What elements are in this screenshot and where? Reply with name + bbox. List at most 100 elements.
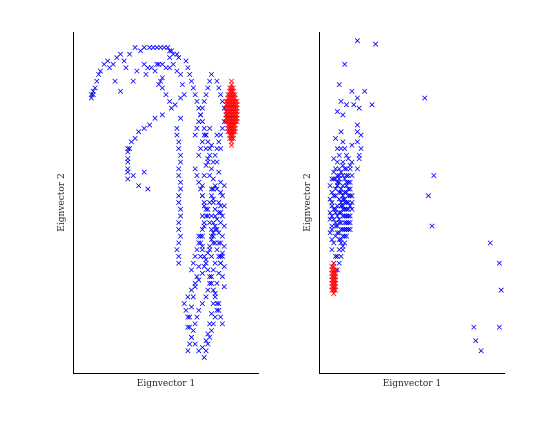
left-series-0-point <box>214 159 220 165</box>
left-series-0-point <box>170 61 176 67</box>
right-series-0-point <box>334 159 340 165</box>
left-series-0 <box>88 44 229 361</box>
left-series-0-point <box>192 341 198 347</box>
left-series-0-point <box>176 55 182 61</box>
left-series-0-point <box>194 98 200 104</box>
left-series-0-point <box>90 88 96 94</box>
left-series-0-point <box>154 44 160 51</box>
right-series-0-point <box>356 156 362 162</box>
left-series-0-point <box>219 274 226 280</box>
left-series-0-point <box>218 145 224 152</box>
left-series-0-point <box>199 193 205 199</box>
right-series-0-point <box>345 213 351 219</box>
left-series-0-point <box>210 159 216 165</box>
left-series-0-point <box>199 119 205 125</box>
left-series-0-point <box>203 145 209 152</box>
left-series-0-point <box>177 115 184 121</box>
left-series-0-point <box>174 132 180 138</box>
left-series-0-point <box>205 213 211 219</box>
left-series-0-point <box>205 159 211 165</box>
left-series-1-point <box>227 85 233 91</box>
right-series-0-point <box>329 176 335 182</box>
right-series-0-point <box>349 193 355 199</box>
right-series-0-point <box>356 105 362 111</box>
left-series-0-point <box>127 51 133 57</box>
left-series-0-point <box>156 61 162 67</box>
right-series-0-point <box>331 216 337 222</box>
right-series-0-point <box>369 102 375 108</box>
right-series-0-point <box>336 152 342 158</box>
left-series-0-point <box>190 294 196 300</box>
left-series-0-point <box>123 65 129 71</box>
right-series-0-point <box>338 169 344 175</box>
right-series-0-point <box>422 95 428 101</box>
left-series-0-point <box>185 314 191 320</box>
right-chart: Eignvector 1 Eignvector 2 <box>303 32 505 389</box>
right-series-0-point <box>342 220 348 226</box>
right-series-0-point <box>334 183 340 189</box>
right-series-0-point <box>343 152 350 158</box>
left-series-0-point <box>192 92 198 98</box>
left-series-0-point <box>196 240 202 246</box>
left-series-0-point <box>174 51 180 57</box>
left-series-0-point <box>97 68 104 74</box>
left-series-0-point <box>188 334 195 340</box>
right-series-0-point <box>334 108 340 115</box>
left-series-0-point <box>177 179 184 185</box>
right-series-0-point <box>345 206 351 212</box>
left-series-0-point <box>203 294 209 300</box>
left-series-0-point <box>150 44 156 51</box>
left-series-0-point <box>185 65 191 71</box>
left-series-0-point <box>196 277 202 283</box>
left-series-0-point <box>207 274 213 280</box>
right-series-0-point <box>429 223 435 229</box>
left-series-1-point <box>230 132 236 138</box>
left-series-0-point <box>125 169 131 175</box>
right-series-0-point <box>336 260 342 266</box>
left-series-0-point <box>216 301 222 307</box>
left-series-0-point <box>157 78 164 84</box>
left-series-0-point <box>174 125 180 131</box>
left-series-0-point <box>176 240 182 246</box>
left-series-0-point <box>112 78 118 84</box>
left-series-0-point <box>181 301 187 307</box>
left-series-0-point <box>208 213 215 219</box>
right-series-1-point <box>332 287 339 293</box>
left-series-0-point <box>194 274 200 280</box>
right-series-0-point <box>334 145 340 152</box>
left-series-0-point <box>187 314 193 320</box>
right-series-0-point <box>336 210 342 216</box>
left-series-0-point <box>201 98 207 104</box>
left-series-0-point <box>147 122 153 128</box>
left-series-0-point <box>192 253 198 260</box>
right-series-0-point <box>331 240 337 246</box>
left-series-0-point <box>199 105 205 111</box>
left-series-0-point <box>203 213 209 219</box>
left-series-0-point <box>208 274 215 280</box>
right-series-0-point <box>342 61 348 67</box>
left-series-0-point <box>221 183 227 189</box>
right-series-0-point <box>358 132 364 138</box>
left-series-0-point <box>216 139 222 145</box>
left-series-0-point <box>96 71 102 78</box>
right-series-0-point <box>354 166 360 172</box>
left-series-0-point <box>201 199 207 206</box>
right-series-0-point <box>431 172 437 179</box>
left-series-0-point <box>196 233 202 239</box>
left-series-0-point <box>196 105 202 111</box>
left-series-0-point <box>197 240 204 246</box>
right-series-0-point <box>347 203 353 209</box>
left-series-0-point <box>136 183 142 189</box>
right-series-1-point <box>331 260 337 266</box>
right-series-0-point <box>338 98 344 104</box>
right-series-0-point <box>347 213 353 219</box>
left-series-0-point <box>219 233 226 239</box>
right-series-0-point <box>340 183 346 189</box>
left-series-0-point <box>207 220 213 226</box>
left-series-0-point <box>221 263 227 270</box>
left-series-0-point <box>105 58 111 64</box>
right-series-1-point <box>329 263 335 270</box>
right-series-0-point <box>343 183 350 189</box>
left-series-0-point <box>194 172 200 179</box>
